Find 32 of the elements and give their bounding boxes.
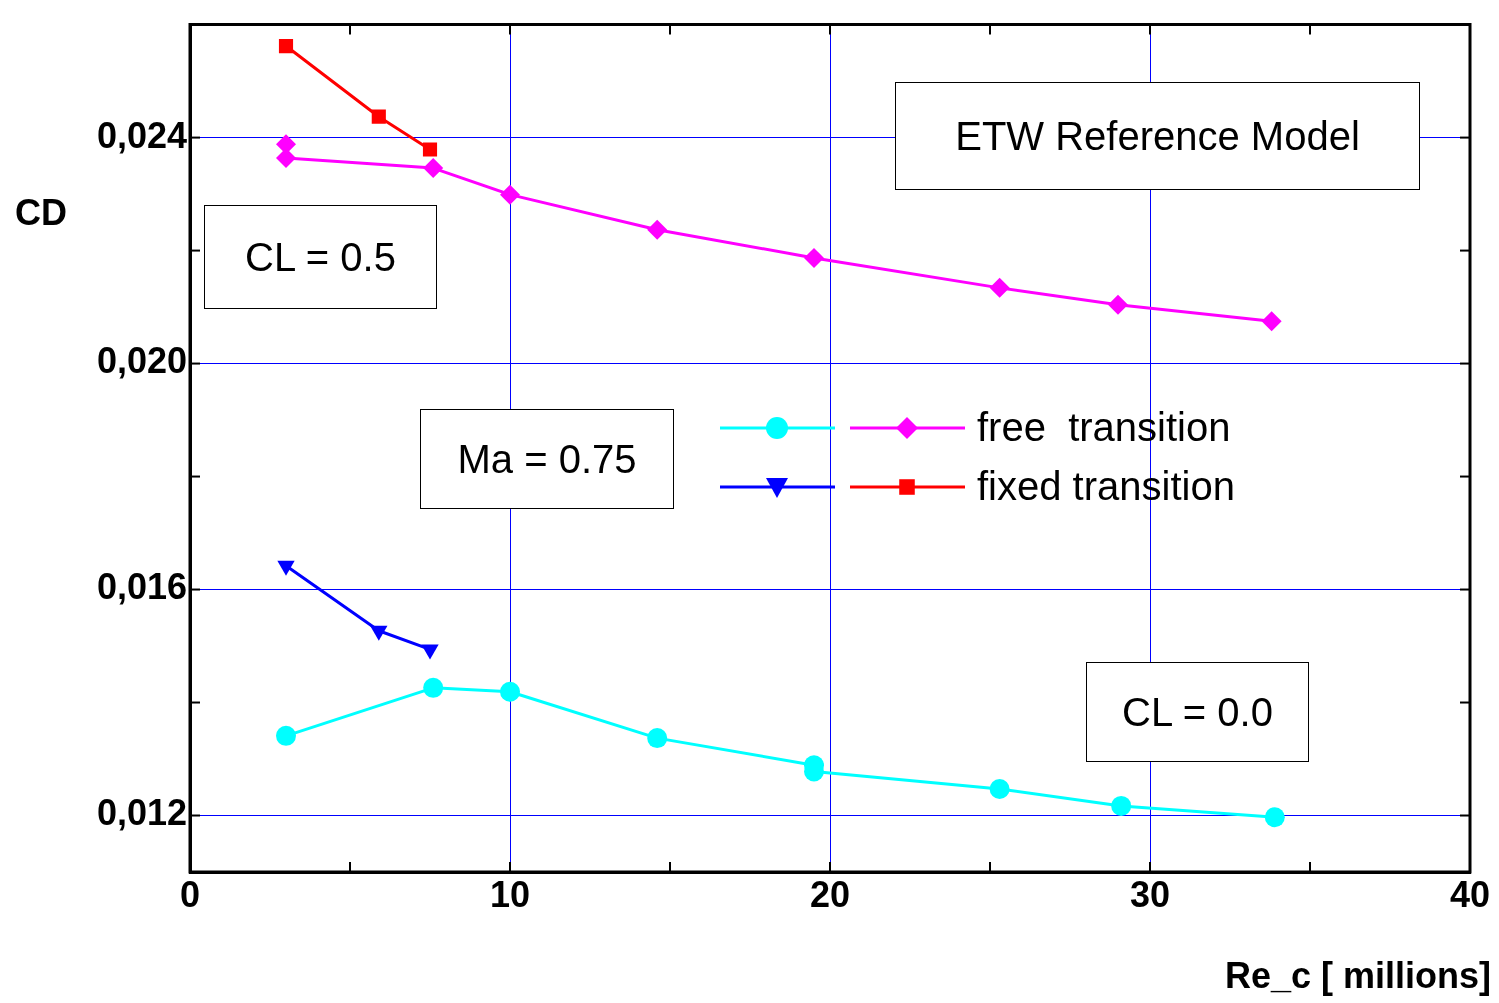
annotation: Ma = 0.75 <box>420 409 674 509</box>
point <box>500 184 520 205</box>
annotation: CL = 0.5 <box>204 205 437 309</box>
y-tick-label: 0,024 <box>96 114 187 156</box>
point <box>647 219 668 240</box>
y-tick-label: 0,016 <box>96 566 187 608</box>
point <box>1264 807 1285 828</box>
x-axis-title: Re_c [ millions] <box>1224 955 1491 997</box>
y-axis-title: CD <box>15 192 67 234</box>
point <box>371 109 386 124</box>
point <box>989 277 1010 298</box>
x-tick-label: 30 <box>1129 873 1171 915</box>
point <box>423 158 444 179</box>
x-tick-label: 0 <box>179 873 201 915</box>
point <box>1108 294 1128 315</box>
point <box>278 39 294 54</box>
point <box>989 778 1010 799</box>
point <box>422 142 438 157</box>
x-tick-label: 10 <box>489 873 531 915</box>
point <box>423 677 444 698</box>
annotation: CL = 0.0 <box>1086 662 1309 762</box>
x-tick-label: 40 <box>1449 873 1491 915</box>
y-tick-label: 0,012 <box>96 792 187 834</box>
point <box>804 247 824 268</box>
point <box>1261 311 1282 332</box>
x-tick-label: 20 <box>809 873 851 915</box>
point <box>500 681 520 702</box>
point <box>647 728 668 749</box>
point <box>276 725 296 746</box>
y-tick-label: 0,020 <box>96 340 187 382</box>
point <box>1111 795 1132 816</box>
annotation: ETW Reference Model <box>895 82 1420 190</box>
